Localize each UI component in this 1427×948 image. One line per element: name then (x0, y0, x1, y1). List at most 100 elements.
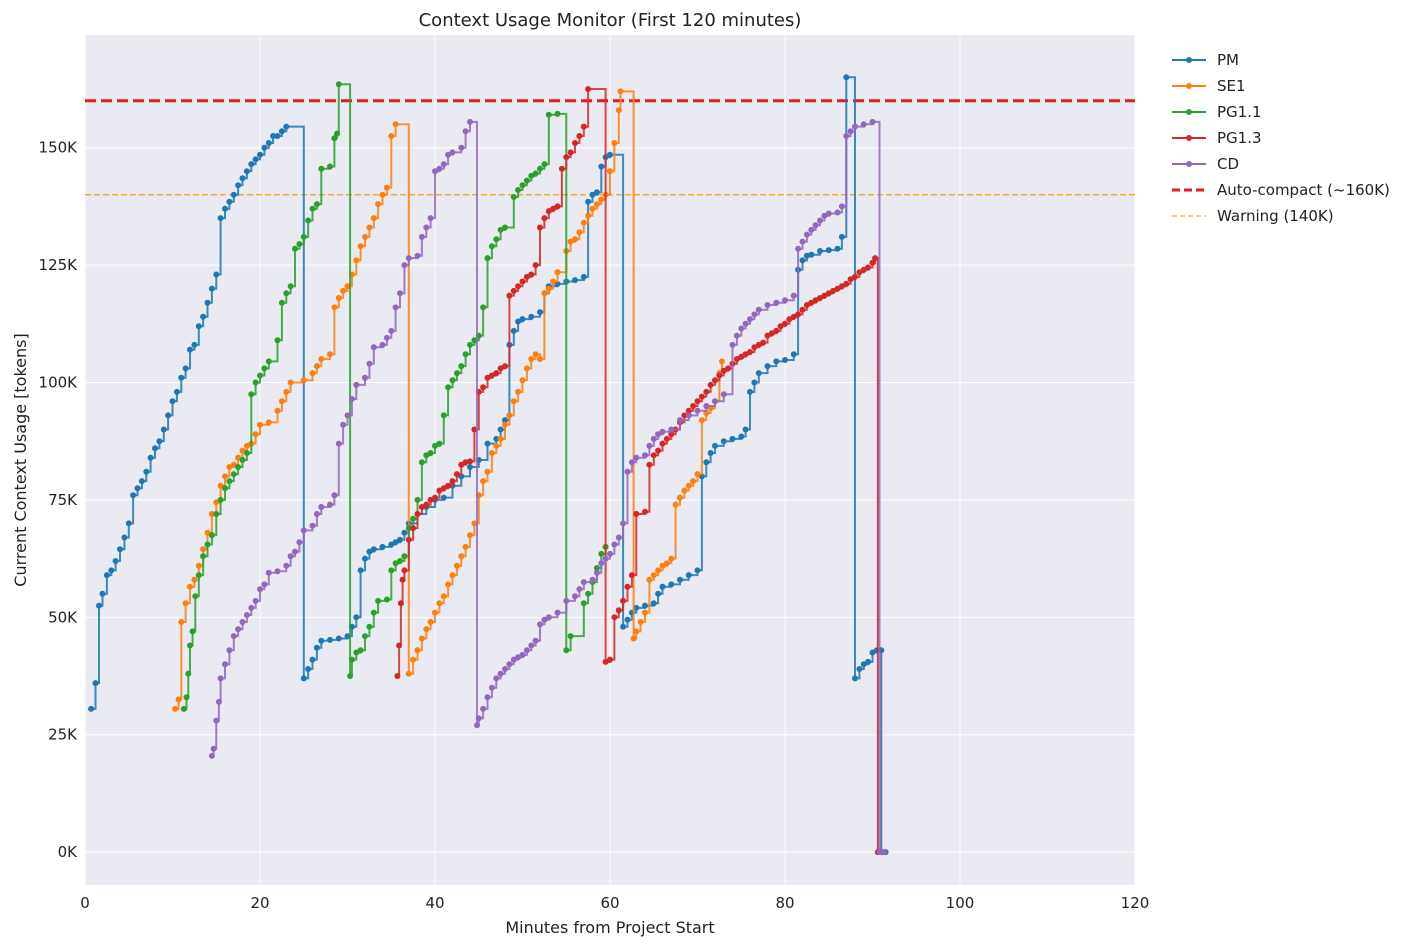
data-point (808, 251, 815, 258)
data-point (414, 252, 421, 259)
data-point (134, 485, 141, 492)
data-point (261, 144, 268, 151)
data-point (733, 332, 740, 339)
data-point (366, 224, 373, 231)
data-point (357, 243, 364, 250)
data-point (222, 473, 228, 480)
data-point (344, 412, 351, 419)
data-point (537, 356, 543, 362)
legend-label: SE1 (1217, 77, 1246, 95)
data-point (541, 215, 548, 222)
data-point (585, 212, 592, 219)
data-point (655, 447, 662, 454)
data-point (869, 649, 876, 656)
data-point (418, 635, 425, 642)
data-point (545, 285, 552, 292)
data-point (484, 255, 491, 262)
data-point (418, 504, 425, 510)
data-point (265, 358, 272, 365)
data-point (309, 370, 316, 377)
data-point (630, 635, 637, 642)
data-point (217, 215, 224, 222)
data-point (467, 118, 473, 125)
y-tick-label: 150K (39, 139, 79, 157)
data-point (327, 351, 333, 358)
data-point (502, 666, 508, 672)
data-point (602, 555, 609, 562)
data-point (392, 121, 399, 128)
data-point (698, 393, 705, 400)
data-point (484, 440, 491, 447)
data-point (362, 555, 368, 562)
data-point (192, 593, 199, 600)
data-point (646, 461, 653, 468)
data-point (178, 374, 185, 381)
data-point (760, 339, 767, 346)
data-point (200, 553, 207, 560)
data-point (755, 370, 762, 377)
data-point (633, 454, 640, 461)
data-point (180, 705, 187, 712)
data-point (712, 377, 718, 384)
data-point (650, 572, 657, 579)
data-point (235, 464, 242, 470)
data-point (747, 349, 753, 355)
data-point (821, 292, 828, 299)
data-point (287, 553, 294, 560)
data-point (399, 576, 406, 583)
data-point (173, 388, 180, 395)
data-point (598, 196, 605, 203)
data-point (208, 532, 215, 539)
data-point (817, 248, 823, 254)
data-point (506, 661, 513, 668)
data-point (585, 590, 592, 597)
data-point (480, 304, 487, 311)
data-point (768, 330, 775, 337)
data-point (243, 442, 250, 449)
data-point (274, 568, 281, 575)
data-point (362, 633, 368, 640)
data-point (475, 715, 482, 722)
data-point (580, 219, 587, 226)
data-point (532, 637, 539, 644)
data-point (204, 529, 211, 536)
data-point (331, 304, 338, 311)
data-point (480, 705, 487, 712)
data-point (707, 381, 714, 388)
data-point (528, 642, 535, 649)
data-point (92, 680, 99, 687)
data-point (707, 450, 714, 456)
data-point (125, 520, 132, 527)
data-point (576, 586, 583, 593)
data-point (834, 209, 841, 216)
data-point (230, 633, 237, 640)
data-point (200, 313, 207, 320)
data-point (379, 543, 386, 550)
data-point (589, 205, 596, 212)
data-point (795, 311, 802, 318)
data-point (876, 849, 883, 856)
data-point (628, 459, 635, 466)
data-point (200, 546, 207, 553)
data-point (383, 184, 390, 191)
data-point (519, 316, 526, 323)
data-point (510, 287, 517, 294)
data-point (554, 269, 561, 276)
data-point (213, 271, 220, 278)
data-point (239, 619, 246, 625)
data-point (348, 396, 355, 402)
data-point (519, 651, 526, 658)
data-point (493, 675, 500, 682)
y-axis-label: Current Context Usage [tokens] (11, 333, 30, 586)
data-point (617, 88, 624, 95)
data-point (405, 670, 412, 677)
data-point (567, 633, 574, 640)
data-point (318, 504, 325, 510)
data-point (869, 118, 876, 125)
data-point (392, 539, 399, 546)
data-point (274, 407, 281, 414)
data-point (265, 140, 272, 146)
data-point (230, 471, 237, 478)
data-point (182, 365, 189, 372)
